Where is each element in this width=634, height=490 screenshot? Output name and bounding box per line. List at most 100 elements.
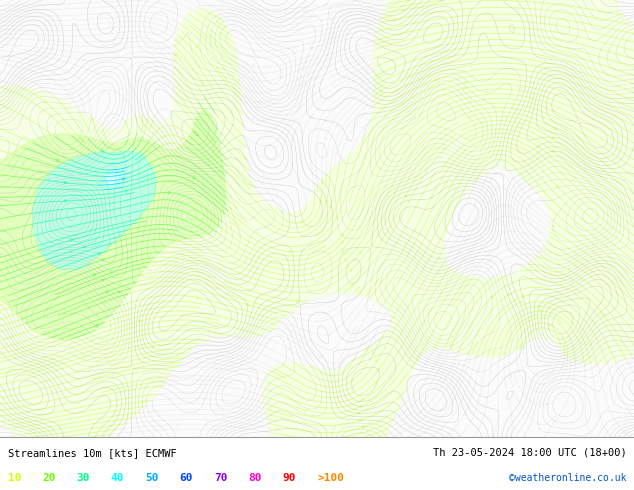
- FancyArrowPatch shape: [537, 305, 540, 308]
- FancyArrowPatch shape: [304, 10, 307, 13]
- FancyArrowPatch shape: [324, 118, 327, 121]
- FancyArrowPatch shape: [288, 347, 290, 350]
- FancyArrowPatch shape: [176, 423, 179, 426]
- FancyArrowPatch shape: [309, 115, 312, 118]
- FancyArrowPatch shape: [64, 200, 67, 202]
- FancyArrowPatch shape: [404, 195, 406, 197]
- FancyArrowPatch shape: [301, 76, 304, 78]
- Text: 40: 40: [111, 473, 124, 483]
- FancyArrowPatch shape: [349, 270, 352, 272]
- FancyArrowPatch shape: [44, 100, 46, 103]
- FancyArrowPatch shape: [356, 330, 358, 333]
- FancyArrowPatch shape: [311, 48, 313, 50]
- FancyArrowPatch shape: [344, 252, 346, 255]
- FancyArrowPatch shape: [93, 274, 96, 276]
- FancyArrowPatch shape: [344, 259, 347, 262]
- FancyArrowPatch shape: [509, 374, 512, 377]
- FancyArrowPatch shape: [117, 291, 120, 294]
- FancyArrowPatch shape: [252, 65, 254, 67]
- FancyArrowPatch shape: [335, 217, 337, 220]
- FancyArrowPatch shape: [556, 185, 559, 187]
- FancyArrowPatch shape: [362, 426, 365, 429]
- FancyArrowPatch shape: [152, 345, 155, 348]
- FancyArrowPatch shape: [542, 383, 545, 386]
- FancyArrowPatch shape: [507, 294, 510, 296]
- Text: >100: >100: [317, 473, 344, 483]
- FancyArrowPatch shape: [53, 79, 55, 82]
- FancyArrowPatch shape: [84, 246, 86, 248]
- FancyArrowPatch shape: [325, 200, 328, 203]
- FancyArrowPatch shape: [297, 96, 300, 98]
- FancyArrowPatch shape: [138, 320, 141, 322]
- FancyArrowPatch shape: [98, 253, 101, 255]
- FancyArrowPatch shape: [393, 19, 396, 21]
- Text: 30: 30: [76, 473, 90, 483]
- FancyArrowPatch shape: [297, 300, 299, 302]
- FancyArrowPatch shape: [335, 125, 337, 128]
- FancyArrowPatch shape: [547, 403, 549, 405]
- Text: Streamlines 10m [kts] ECMWF: Streamlines 10m [kts] ECMWF: [8, 448, 176, 458]
- FancyArrowPatch shape: [305, 61, 307, 63]
- FancyArrowPatch shape: [340, 248, 344, 251]
- FancyArrowPatch shape: [196, 133, 198, 136]
- FancyArrowPatch shape: [589, 343, 592, 345]
- FancyArrowPatch shape: [329, 18, 332, 20]
- FancyArrowPatch shape: [301, 33, 304, 35]
- FancyArrowPatch shape: [401, 9, 404, 11]
- FancyArrowPatch shape: [122, 178, 125, 180]
- FancyArrowPatch shape: [285, 8, 287, 10]
- FancyArrowPatch shape: [70, 239, 73, 242]
- FancyArrowPatch shape: [573, 378, 575, 380]
- FancyArrowPatch shape: [193, 176, 195, 178]
- FancyArrowPatch shape: [503, 353, 506, 355]
- FancyArrowPatch shape: [154, 429, 157, 432]
- FancyArrowPatch shape: [152, 420, 155, 422]
- Text: 90: 90: [283, 473, 296, 483]
- FancyArrowPatch shape: [554, 127, 557, 130]
- FancyArrowPatch shape: [130, 84, 132, 87]
- FancyArrowPatch shape: [507, 204, 510, 207]
- FancyArrowPatch shape: [101, 279, 104, 282]
- FancyArrowPatch shape: [171, 362, 174, 364]
- FancyArrowPatch shape: [477, 367, 480, 369]
- FancyArrowPatch shape: [82, 356, 86, 358]
- FancyArrowPatch shape: [463, 87, 465, 90]
- FancyArrowPatch shape: [377, 369, 379, 371]
- Text: Th 23-05-2024 18:00 UTC (18+00): Th 23-05-2024 18:00 UTC (18+00): [432, 448, 626, 458]
- FancyArrowPatch shape: [96, 324, 98, 327]
- FancyArrowPatch shape: [495, 172, 497, 174]
- FancyArrowPatch shape: [171, 86, 174, 89]
- FancyArrowPatch shape: [292, 312, 295, 314]
- FancyArrowPatch shape: [196, 352, 198, 354]
- FancyArrowPatch shape: [297, 177, 300, 180]
- FancyArrowPatch shape: [64, 181, 67, 184]
- FancyArrowPatch shape: [56, 159, 59, 161]
- FancyArrowPatch shape: [82, 58, 84, 61]
- FancyArrowPatch shape: [540, 310, 542, 312]
- FancyArrowPatch shape: [351, 285, 353, 288]
- Text: 80: 80: [249, 473, 262, 483]
- FancyArrowPatch shape: [51, 71, 54, 73]
- FancyArrowPatch shape: [292, 46, 295, 49]
- FancyArrowPatch shape: [537, 145, 540, 147]
- FancyArrowPatch shape: [551, 137, 554, 140]
- FancyArrowPatch shape: [359, 251, 361, 254]
- FancyArrowPatch shape: [359, 420, 361, 422]
- FancyArrowPatch shape: [195, 45, 198, 48]
- Text: 50: 50: [145, 473, 158, 483]
- FancyArrowPatch shape: [181, 137, 183, 139]
- FancyArrowPatch shape: [163, 65, 165, 68]
- FancyArrowPatch shape: [174, 38, 177, 41]
- FancyArrowPatch shape: [357, 413, 360, 415]
- FancyArrowPatch shape: [375, 360, 378, 363]
- FancyArrowPatch shape: [125, 190, 127, 192]
- FancyArrowPatch shape: [359, 406, 362, 408]
- FancyArrowPatch shape: [197, 296, 199, 299]
- FancyArrowPatch shape: [522, 295, 525, 298]
- FancyArrowPatch shape: [319, 355, 321, 357]
- FancyArrowPatch shape: [356, 314, 358, 317]
- FancyArrowPatch shape: [301, 16, 303, 19]
- FancyArrowPatch shape: [480, 388, 482, 390]
- FancyArrowPatch shape: [91, 118, 93, 121]
- FancyArrowPatch shape: [450, 344, 452, 347]
